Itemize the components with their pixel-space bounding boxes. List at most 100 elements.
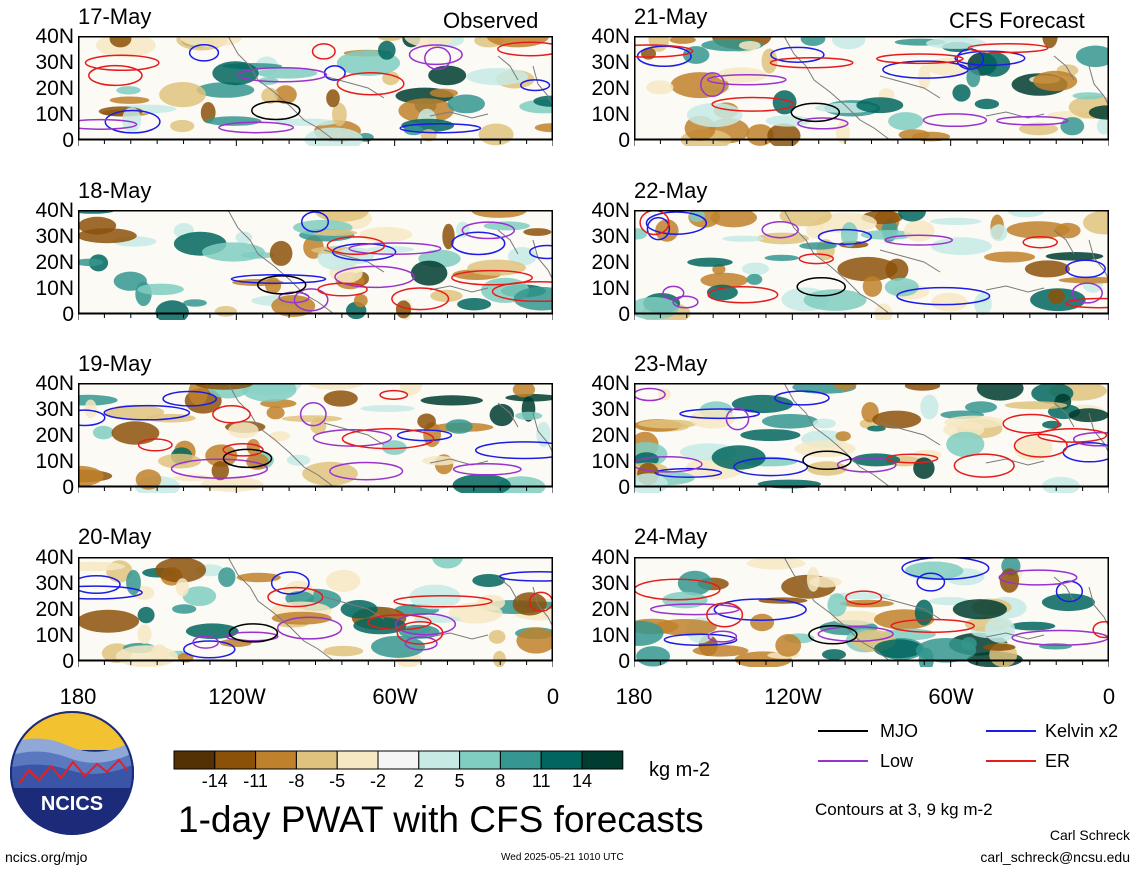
contour-kelvin	[183, 640, 236, 659]
contour-low	[836, 457, 897, 473]
pwat-anomaly-blob	[874, 303, 893, 320]
contour-er	[317, 282, 368, 297]
contour-kelvin	[916, 572, 946, 592]
colorbar-swatch	[173, 750, 216, 770]
pwat-anomaly-blob	[429, 88, 458, 98]
pwat-anomaly-blob	[398, 624, 440, 639]
y-tick-label: 30N	[35, 398, 74, 421]
contour-kelvin	[104, 109, 161, 134]
pwat-anomaly-blob	[512, 383, 536, 398]
colorbar-label: 11	[531, 771, 551, 791]
pwat-anomaly-blob	[1004, 401, 1068, 410]
contour-low	[998, 569, 1078, 586]
pwat-anomaly-blob	[779, 210, 832, 227]
pwat-anomaly-blob	[1042, 36, 1058, 49]
pwat-anomaly-blob	[746, 557, 806, 570]
y-tick-label: 40N	[591, 25, 630, 48]
contour-er	[1092, 620, 1109, 639]
colorbar-label: 2	[413, 771, 424, 791]
pwat-anomaly-blob	[122, 107, 142, 133]
pwat-anomaly-blob	[653, 619, 717, 636]
pwat-anomaly-blob	[483, 221, 530, 231]
colorbar-swatch	[581, 750, 624, 770]
contour-er	[798, 253, 835, 265]
figure-title: 1-day PWAT with CFS forecasts	[178, 799, 704, 840]
pwat-anomaly-blob	[1058, 276, 1109, 284]
pwat-anomaly-blob	[281, 415, 343, 423]
pwat-anomaly-blob	[1024, 260, 1070, 278]
x-tick-label: 120W	[208, 684, 266, 709]
x-tick-label: 180	[59, 684, 97, 709]
pwat-anomaly-blob	[775, 634, 802, 657]
contour-mjo	[790, 102, 841, 123]
pwat-anomaly-blob	[536, 421, 551, 448]
footer-email: carl_schreck@ncsu.edu	[980, 849, 1130, 865]
contour-kelvin	[78, 409, 106, 427]
pwat-anomaly-blob	[105, 404, 165, 420]
y-tick-label: 40N	[35, 25, 74, 48]
pwat-anomaly-blob	[984, 251, 1036, 263]
pwat-anomaly-blob	[109, 36, 132, 48]
pwat-anomaly-blob	[323, 645, 364, 657]
y-tick-label: 30N	[591, 51, 630, 74]
contour-kelvin	[451, 231, 506, 256]
pwat-anomaly-blob	[764, 254, 799, 261]
pwat-anomaly-blob	[930, 217, 982, 225]
colorbar-swatch	[214, 750, 257, 770]
pwat-anomaly-blob	[832, 610, 881, 626]
contour-er	[491, 280, 553, 303]
panel-frame	[634, 557, 1109, 662]
contour-er	[967, 43, 1049, 54]
panel-label-7: 23-May	[634, 351, 708, 376]
contour-low	[797, 117, 849, 130]
pwat-anomaly-blob	[523, 228, 552, 236]
pwat-anomaly-blob	[904, 561, 964, 581]
pwat-anomaly-blob	[976, 383, 1024, 401]
pwat-anomaly-blob	[200, 102, 216, 124]
coastline	[227, 557, 553, 662]
pwat-anomaly-blob	[686, 102, 743, 128]
pwat-anomaly-blob	[185, 623, 239, 639]
pwat-anomaly-blob	[983, 643, 1016, 651]
pwat-anomaly-blob	[303, 235, 324, 259]
pwat-anomaly-blob	[269, 431, 290, 442]
pwat-anomaly-blob	[516, 627, 553, 654]
contour-kelvin	[474, 441, 553, 460]
contour-er	[1013, 433, 1068, 458]
contour-kelvin	[645, 211, 708, 235]
pwat-anomaly-blob	[257, 67, 318, 79]
pwat-anomaly-blob	[1068, 408, 1109, 423]
y-tick-label: 30N	[35, 51, 74, 74]
contour-mjo	[222, 448, 273, 469]
observed-header: Observed	[443, 8, 539, 33]
pwat-anomaly-blob	[214, 306, 237, 317]
contour-kelvin	[774, 390, 830, 406]
contour-low	[334, 265, 415, 289]
pwat-anomaly-blob	[155, 300, 189, 320]
panel-frame	[634, 383, 1109, 488]
contour-er	[953, 453, 1015, 478]
pwat-anomaly-blob	[740, 429, 801, 442]
contour-low	[293, 288, 329, 312]
contour-low	[725, 407, 750, 431]
panel-frame	[78, 210, 553, 315]
colorbar-unit: kg m-2	[649, 759, 711, 781]
pwat-anomaly-blob	[382, 71, 400, 86]
contour-low	[348, 242, 442, 255]
contour-kelvin	[162, 390, 218, 407]
pwat-anomaly-blob	[173, 474, 212, 482]
pwat-anomaly-blob	[884, 277, 919, 297]
pwat-anomaly-blob	[915, 638, 977, 663]
y-tick-label: 10N	[35, 450, 74, 473]
contour-er	[84, 54, 160, 72]
pwat-anomaly-blob	[862, 276, 883, 297]
contour-low	[394, 612, 457, 636]
pwat-anomaly-blob	[382, 440, 407, 455]
contour-low	[424, 46, 452, 71]
y-tick-label: 40N	[591, 372, 630, 395]
panel-label-4: 20-May	[78, 524, 152, 549]
pwat-anomaly-blob	[648, 36, 670, 52]
contour-kelvin	[770, 46, 825, 63]
panel-label-8: 24-May	[634, 524, 708, 549]
pwat-anomaly-blob	[84, 399, 97, 419]
